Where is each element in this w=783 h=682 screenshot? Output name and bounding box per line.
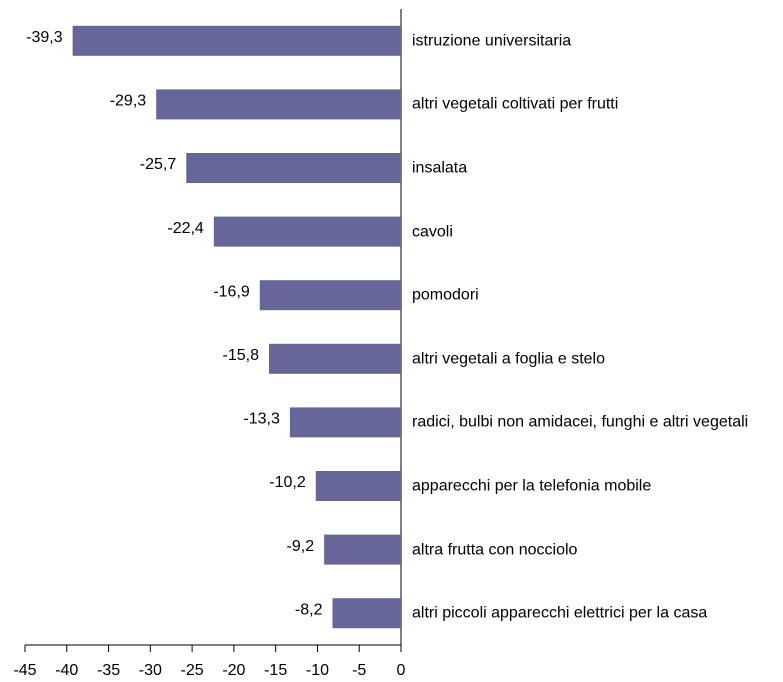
value-label: -22,4	[167, 220, 204, 237]
category-label: apparecchi per la telefonia mobile	[412, 477, 652, 495]
bar	[186, 153, 401, 183]
category-label: cavoli	[412, 223, 453, 241]
bar	[156, 89, 401, 120]
bar	[289, 407, 401, 438]
x-tick-label: -15	[264, 662, 287, 679]
category-label: radici, bulbi non amidacei, funghi e alt…	[412, 413, 749, 431]
value-label: -13,3	[243, 411, 280, 428]
x-tick-label: -5	[352, 662, 366, 679]
category-label: pomodori	[412, 286, 479, 304]
x-tick-label: -30	[139, 662, 162, 679]
bar	[259, 280, 401, 311]
category-label: altri vegetali coltivati per frutti	[412, 95, 619, 113]
value-label: -9,2	[287, 538, 315, 555]
x-tick-label: -10	[306, 662, 329, 679]
bar	[268, 343, 401, 374]
bar	[315, 471, 401, 501]
x-tick-label: -45	[13, 662, 36, 679]
value-label: -15,8	[223, 347, 260, 364]
bar	[324, 534, 401, 565]
category-label: altra frutta con nocciolo	[412, 541, 578, 559]
category-label: altri vegetali a foglia e stelo	[412, 350, 605, 368]
x-tick-label: -35	[97, 662, 120, 679]
value-label: -16,9	[213, 283, 250, 300]
bar	[332, 598, 401, 629]
value-label: -39,3	[26, 29, 63, 46]
value-label: -25,7	[140, 156, 177, 173]
category-label: istruzione universitaria	[412, 32, 572, 50]
x-tick-label: 0	[397, 662, 406, 679]
category-label: altri piccoli apparecchi elettrici per l…	[412, 604, 708, 622]
x-tick-label: -25	[181, 662, 204, 679]
value-label: -29,3	[110, 93, 147, 110]
bar	[72, 25, 402, 56]
x-tick-label: -40	[55, 662, 78, 679]
bar	[213, 216, 401, 247]
value-label: -8,2	[295, 601, 323, 618]
x-tick-label: -20	[222, 662, 245, 679]
value-label: -10,2	[269, 474, 306, 491]
category-label: insalata	[412, 159, 468, 177]
